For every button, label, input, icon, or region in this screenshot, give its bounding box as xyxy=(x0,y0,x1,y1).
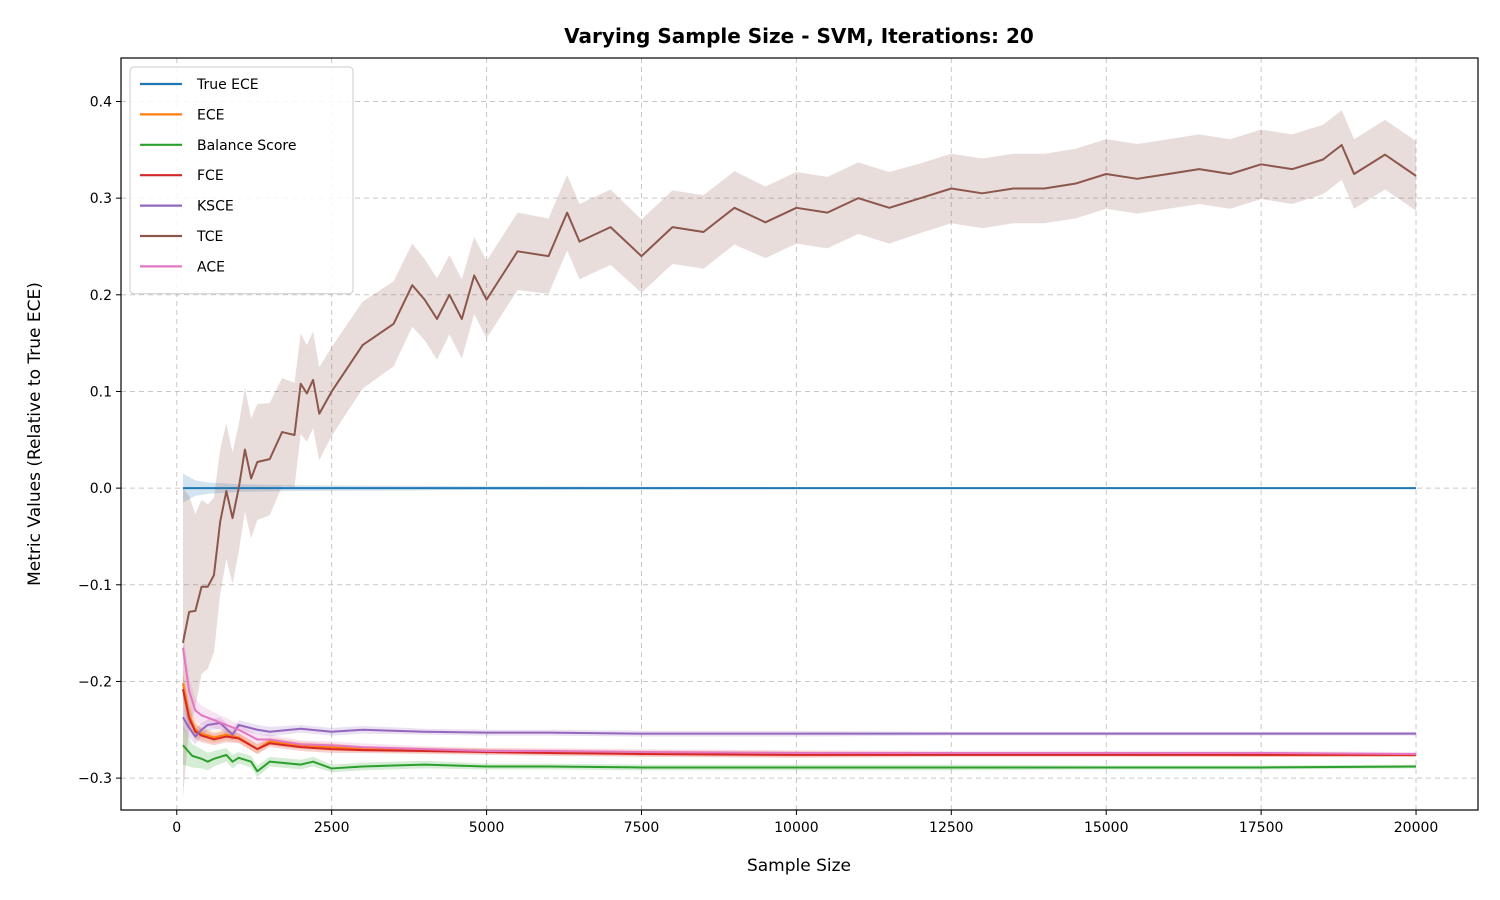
y-tick-label: 0.1 xyxy=(90,384,112,400)
axis-ticks: 0 2500 5000 7500 10000 12500 15000 17500 20000 −0… xyxy=(78,94,1438,836)
x-tick-label: 10000 xyxy=(774,820,819,836)
y-tick-label: −0.1 xyxy=(78,578,112,594)
y-tick-label: 0.0 xyxy=(90,481,112,497)
x-tick-label: 12500 xyxy=(929,820,974,836)
legend-label-fce: FCE xyxy=(197,168,224,184)
legend-label-true-ece: True ECE xyxy=(196,77,259,93)
y-tick-label: −0.2 xyxy=(78,674,112,690)
plot-frame xyxy=(120,57,1479,811)
y-tick-label: 0.2 xyxy=(90,288,112,304)
legend: True ECE ECE Balance Score FCE KSCE TCE ACE xyxy=(129,66,354,295)
x-axis-label: Sample Size xyxy=(747,856,851,876)
legend-label-ece: ECE xyxy=(197,107,224,123)
x-tick-label: 2500 xyxy=(314,820,350,836)
x-tick-label: 20000 xyxy=(1394,820,1439,836)
ace-line xyxy=(181,647,1417,755)
tce-line xyxy=(181,143,1417,643)
legend-label-balance-score: Balance Score xyxy=(197,138,297,154)
legend-box xyxy=(129,66,354,295)
x-tick-label: 0 xyxy=(172,820,181,836)
legend-label-ksce: KSCE xyxy=(197,199,234,215)
balance-score-band xyxy=(182,725,1417,778)
series-lines xyxy=(181,143,1417,773)
y-tick-label: 0.3 xyxy=(90,191,112,207)
fce-band xyxy=(182,674,1417,758)
y-axis-label: Metric Values (Relative to True ECE) xyxy=(25,282,45,586)
balance-score-line xyxy=(182,744,1417,773)
legend-label-ace: ACE xyxy=(197,259,225,275)
chart-title: Varying Sample Size - SVM, Iterations: 2… xyxy=(564,24,1034,48)
tce-band xyxy=(182,110,1417,798)
x-tick-label: 5000 xyxy=(469,820,505,836)
ace-band xyxy=(182,628,1417,756)
y-tick-label: −0.3 xyxy=(78,771,112,787)
x-tick-label: 17500 xyxy=(1239,820,1284,836)
x-tick-label: 15000 xyxy=(1084,820,1129,836)
legend-label-tce: TCE xyxy=(196,229,223,245)
fce-line xyxy=(181,688,1417,756)
x-tick-label: 7500 xyxy=(624,820,660,836)
ksce-line xyxy=(182,716,1417,738)
y-tick-label: 0.4 xyxy=(90,94,112,110)
